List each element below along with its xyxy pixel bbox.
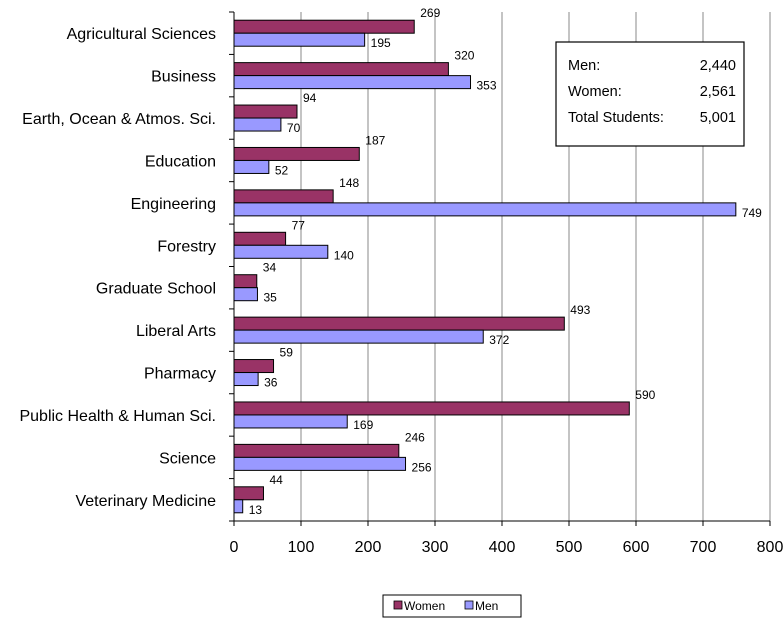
data-label-men: 372 — [489, 333, 509, 347]
bar-men — [233, 159, 270, 174]
data-label-men: 169 — [353, 418, 373, 432]
category-label: Graduate School — [96, 281, 216, 298]
summary-women-label: Women: — [568, 84, 622, 100]
bar-women — [233, 146, 360, 161]
legend-label-women: Women — [404, 599, 445, 613]
category-label: Public Health & Human Sci. — [19, 408, 216, 425]
bar-women — [233, 359, 275, 374]
bar-women — [233, 62, 449, 77]
legend: Women Men — [382, 594, 522, 618]
legend-swatch-women — [393, 600, 403, 610]
category-labels: Agricultural Sciences Business Earth, Ocea… — [19, 26, 216, 510]
bar-women — [233, 401, 630, 416]
data-label-women: 246 — [405, 430, 425, 444]
data-label-men: 70 — [287, 121, 301, 135]
bar-women — [233, 316, 565, 331]
legend-frame — [382, 594, 522, 618]
data-label-men: 36 — [264, 376, 278, 390]
summary-box: Men: 2,440 Women: 2,561 Total Students: … — [555, 41, 745, 147]
data-label-men: 13 — [249, 503, 263, 517]
category-label: Science — [159, 450, 216, 467]
x-tick-label: 400 — [489, 539, 516, 556]
x-tick-labels: 0 100 200 300 400 500 600 700 800 — [230, 539, 784, 556]
data-label-women: 269 — [420, 6, 440, 20]
data-label-men: 353 — [477, 79, 497, 93]
bar-men — [233, 117, 282, 132]
data-label-women: 590 — [635, 388, 655, 402]
bars — [233, 19, 737, 514]
summary-men-value: 2,440 — [700, 58, 736, 74]
data-label-men: 52 — [275, 163, 289, 177]
bar-women — [233, 104, 298, 119]
data-label-women: 34 — [263, 261, 277, 275]
data-label-women: 493 — [570, 303, 590, 317]
data-label-men: 256 — [412, 460, 432, 474]
x-tick-label: 600 — [623, 539, 650, 556]
category-label: Agricultural Sciences — [67, 26, 216, 43]
data-label-men: 35 — [263, 291, 277, 305]
category-label: Pharmacy — [144, 366, 216, 383]
category-label: Engineering — [131, 196, 216, 213]
x-tick-label: 0 — [230, 539, 239, 556]
bar-men — [233, 414, 348, 429]
summary-total-value: 5,001 — [700, 110, 736, 126]
data-label-men: 749 — [742, 206, 762, 220]
summary-women-value: 2,561 — [700, 84, 736, 100]
legend-swatch-men — [464, 600, 474, 610]
bar-men — [233, 329, 484, 344]
category-label: Earth, Ocean & Atmos. Sci. — [22, 111, 216, 128]
bar-women — [233, 231, 287, 246]
bar-men — [233, 32, 366, 47]
data-label-women: 44 — [269, 473, 283, 487]
bar-men — [233, 372, 259, 387]
x-tick-label: 200 — [355, 539, 382, 556]
x-tick-label: 800 — [757, 539, 784, 556]
x-tick-label: 700 — [690, 539, 717, 556]
category-label: Education — [145, 153, 216, 170]
data-label-women: 148 — [339, 176, 359, 190]
bar-women — [233, 274, 258, 289]
data-label-women: 320 — [454, 49, 474, 63]
data-label-women: 94 — [303, 91, 317, 105]
bar-men — [233, 456, 407, 471]
legend-label-men: Men — [475, 599, 498, 613]
x-tick-label: 300 — [422, 539, 449, 556]
data-label-men: 195 — [371, 36, 391, 50]
data-label-men: 140 — [334, 248, 354, 262]
bar-men — [233, 202, 737, 217]
data-label-women: 187 — [365, 133, 385, 147]
summary-men-label: Men: — [568, 58, 600, 74]
summary-total-label: Total Students: — [568, 110, 664, 126]
x-tick-label: 500 — [556, 539, 583, 556]
bar-men — [233, 75, 472, 90]
bar-women — [233, 443, 400, 458]
category-label: Liberal Arts — [136, 323, 216, 340]
bar-men — [233, 244, 329, 259]
x-tick-label: 100 — [288, 539, 315, 556]
bar-women — [233, 486, 264, 501]
bar-men — [233, 499, 244, 514]
bar-women — [233, 189, 334, 204]
category-label: Veterinary Medicine — [75, 493, 216, 510]
bar-women — [233, 19, 415, 34]
data-label-women: 59 — [280, 346, 294, 360]
data-label-women: 77 — [292, 218, 306, 232]
axes — [229, 11, 771, 526]
summary-box-frame — [555, 41, 745, 147]
bar-men — [233, 287, 258, 302]
category-label: Business — [151, 69, 216, 86]
category-label: Forestry — [157, 238, 216, 255]
data-labels: 269 195 320 353 94 70 187 52 148 749 77 140 34 35 493 3… — [249, 6, 762, 517]
